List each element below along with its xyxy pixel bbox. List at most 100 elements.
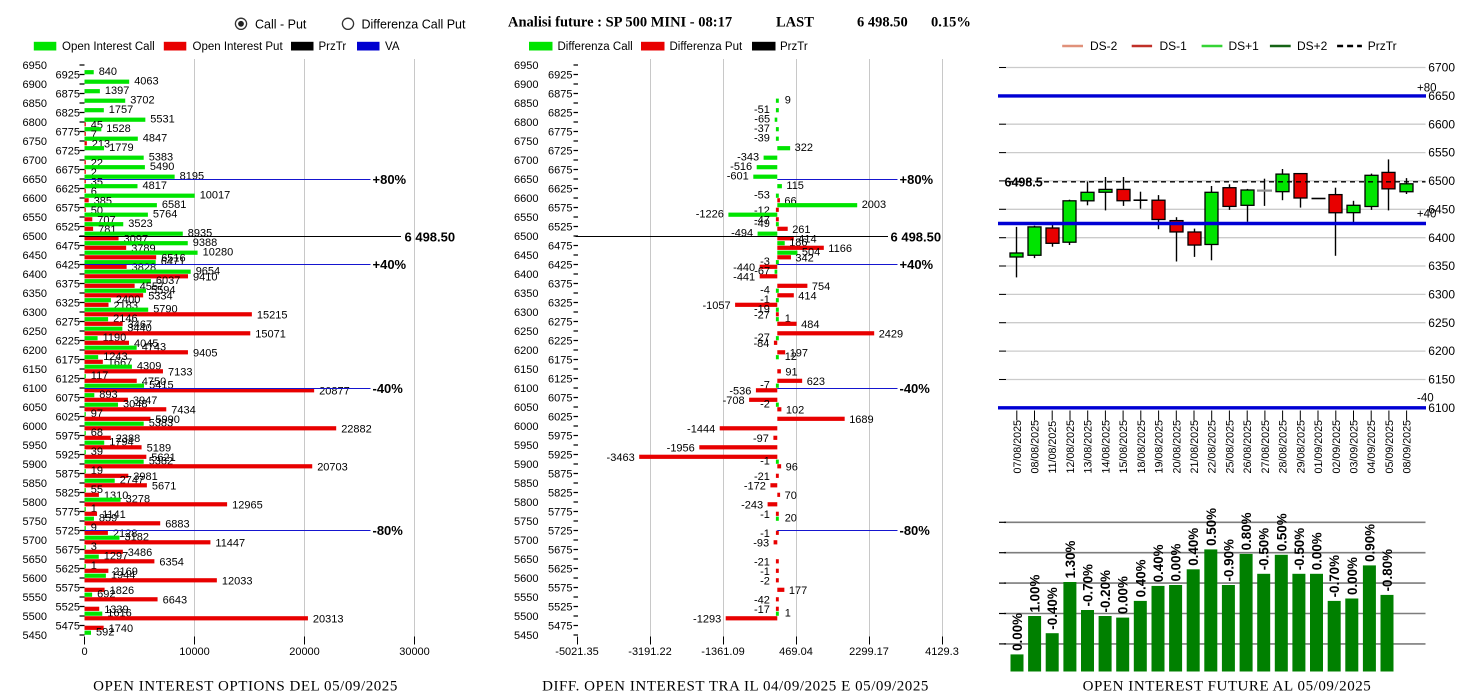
svg-text:102: 102 (786, 404, 804, 416)
svg-text:484: 484 (801, 319, 819, 331)
svg-text:2169: 2169 (113, 566, 137, 578)
svg-text:6050: 6050 (23, 402, 47, 414)
svg-text:840: 840 (99, 66, 117, 78)
svg-text:6775: 6775 (548, 126, 572, 138)
svg-text:197: 197 (790, 347, 808, 359)
svg-text:25/08/2025: 25/08/2025 (1224, 420, 1236, 474)
svg-text:6025: 6025 (56, 411, 80, 423)
svg-text:22882: 22882 (341, 423, 372, 435)
svg-text:3486: 3486 (128, 547, 152, 559)
svg-text:6400: 6400 (1428, 231, 1455, 245)
svg-text:322: 322 (795, 142, 813, 154)
svg-text:5764: 5764 (153, 209, 177, 221)
svg-text:5975: 5975 (548, 430, 572, 442)
svg-text:6275: 6275 (56, 316, 80, 328)
svg-text:5625: 5625 (548, 563, 572, 575)
svg-text:6675: 6675 (56, 164, 80, 176)
svg-text:1740: 1740 (109, 623, 133, 635)
svg-text:12/08/2025: 12/08/2025 (1065, 420, 1077, 474)
svg-text:5671: 5671 (152, 480, 176, 492)
svg-text:6500: 6500 (514, 231, 538, 243)
svg-text:9: 9 (785, 95, 791, 107)
svg-text:5475: 5475 (56, 620, 80, 632)
svg-text:6600: 6600 (23, 193, 47, 205)
svg-text:6925: 6925 (56, 69, 80, 81)
svg-text:1.30%: 1.30% (1063, 540, 1078, 578)
svg-text:-40%: -40% (373, 381, 404, 396)
svg-text:6825: 6825 (56, 107, 80, 119)
svg-text:5825: 5825 (548, 487, 572, 499)
svg-text:6300: 6300 (1428, 288, 1455, 302)
svg-text:5950: 5950 (23, 440, 47, 452)
svg-text:6550: 6550 (1428, 146, 1455, 160)
svg-text:5525: 5525 (56, 601, 80, 613)
svg-text:-80%: -80% (900, 523, 931, 538)
svg-text:9654: 9654 (196, 266, 220, 278)
svg-text:5950: 5950 (514, 440, 538, 452)
svg-text:1: 1 (785, 313, 791, 325)
svg-text:1141: 1141 (102, 509, 126, 521)
svg-text:70: 70 (785, 490, 797, 502)
svg-text:6425: 6425 (56, 259, 80, 271)
svg-text:3: 3 (91, 541, 97, 553)
svg-text:5621: 5621 (151, 452, 175, 464)
svg-text:6100: 6100 (23, 383, 47, 395)
svg-text:-7: -7 (760, 380, 770, 392)
svg-text:0.90%: 0.90% (1362, 524, 1377, 562)
svg-text:Differenza Put: Differenza Put (670, 41, 743, 53)
svg-text:6600: 6600 (514, 193, 538, 205)
svg-text:DIFF. OPEN INTEREST TRA IL 04/: DIFF. OPEN INTEREST TRA IL 04/09/2025 E … (542, 678, 929, 694)
svg-text:6650: 6650 (1428, 89, 1455, 103)
svg-text:5990: 5990 (155, 414, 179, 426)
svg-text:6475: 6475 (548, 240, 572, 252)
svg-text:0.40%: 0.40% (1186, 528, 1201, 566)
svg-text:1166: 1166 (828, 243, 852, 255)
svg-text:6675: 6675 (548, 164, 572, 176)
svg-text:342: 342 (795, 252, 813, 264)
svg-text:2400: 2400 (116, 294, 140, 306)
svg-text:6175: 6175 (548, 354, 572, 366)
svg-text:5525: 5525 (548, 601, 572, 613)
svg-text:504: 504 (802, 247, 820, 259)
svg-text:6 498.50: 6 498.50 (405, 229, 456, 244)
svg-text:6750: 6750 (23, 136, 47, 148)
svg-text:-53: -53 (754, 190, 770, 202)
svg-text:Differenza Call: Differenza Call (558, 41, 633, 53)
svg-text:6643: 6643 (163, 594, 187, 606)
svg-text:DS+2: DS+2 (1297, 39, 1328, 53)
svg-text:6425: 6425 (548, 259, 572, 271)
svg-text:6550: 6550 (514, 212, 538, 224)
svg-text:6025: 6025 (548, 411, 572, 423)
svg-text:-21: -21 (754, 556, 770, 568)
svg-text:0.15%: 0.15% (931, 15, 971, 31)
svg-text:2299.17: 2299.17 (849, 646, 889, 658)
svg-text:6354: 6354 (159, 556, 183, 568)
svg-text:0.80%: 0.80% (1239, 512, 1254, 550)
svg-text:5594: 5594 (151, 285, 175, 297)
svg-text:-47: -47 (754, 214, 770, 226)
svg-text:01/09/2025: 01/09/2025 (1313, 420, 1325, 474)
svg-text:3947: 3947 (133, 395, 157, 407)
svg-text:5383: 5383 (149, 152, 173, 164)
svg-text:-42: -42 (754, 594, 770, 606)
svg-text:5600: 5600 (514, 573, 538, 585)
svg-text:5875: 5875 (548, 468, 572, 480)
svg-text:1757: 1757 (109, 104, 133, 116)
svg-text:Differenza Call Put: Differenza Call Put (362, 18, 467, 32)
svg-text:6000: 6000 (514, 421, 538, 433)
svg-text:-19: -19 (754, 304, 770, 316)
svg-text:-93: -93 (753, 537, 769, 549)
svg-text:-1: -1 (760, 456, 770, 468)
svg-text:5725: 5725 (56, 525, 80, 537)
svg-text:-440: -440 (733, 262, 755, 274)
svg-text:20703: 20703 (317, 461, 348, 473)
svg-text:5775: 5775 (548, 506, 572, 518)
svg-text:4847: 4847 (143, 133, 167, 145)
svg-text:6250: 6250 (514, 326, 538, 338)
svg-text:3467: 3467 (128, 319, 152, 331)
svg-text:5875: 5875 (56, 468, 80, 480)
svg-text:-1956: -1956 (667, 442, 695, 454)
svg-text:0: 0 (81, 646, 87, 658)
svg-text:-494: -494 (731, 228, 753, 240)
svg-text:6950: 6950 (514, 60, 538, 72)
